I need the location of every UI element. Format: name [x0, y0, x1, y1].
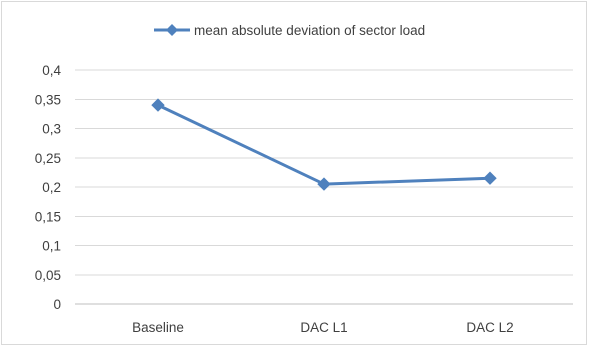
y-tick-label: 0,4 — [42, 63, 61, 78]
x-axis-category-labels: Baseline DAC L1 DAC L2 — [132, 320, 514, 335]
y-tick-label: 0 — [53, 297, 61, 312]
chart-frame: 0 0,05 0,1 0,15 0,2 0,25 0,3 0,35 0,4 Baseline DA… — [1, 1, 587, 345]
y-axis-tick-labels: 0 0,05 0,1 0,15 0,2 0,25 0,3 0,35 0,4 — [35, 63, 62, 312]
x-category-label: Baseline — [132, 320, 184, 335]
legend-entry-label: mean absolute deviation of sector load — [194, 23, 425, 38]
series-line — [157, 103, 491, 186]
series-group — [151, 98, 497, 191]
data-point-marker — [317, 177, 331, 191]
y-tick-label: 0,3 — [42, 122, 61, 137]
y-tick-label: 0,1 — [42, 239, 61, 254]
legend: mean absolute deviation of sector load — [154, 23, 425, 38]
y-tick-label: 0,05 — [35, 268, 61, 283]
y-tick-label: 0,35 — [35, 92, 61, 107]
x-category-label: DAC L1 — [300, 320, 347, 335]
data-point-marker — [151, 98, 165, 112]
line-chart: 0 0,05 0,1 0,15 0,2 0,25 0,3 0,35 0,4 Baseline DA… — [35, 23, 573, 335]
y-tick-label: 0,2 — [42, 180, 61, 195]
y-tick-label: 0,15 — [35, 209, 61, 224]
legend-diamond-marker — [166, 24, 178, 36]
x-category-label: DAC L2 — [466, 320, 513, 335]
y-tick-label: 0,25 — [35, 151, 61, 166]
data-point-marker — [483, 171, 497, 185]
